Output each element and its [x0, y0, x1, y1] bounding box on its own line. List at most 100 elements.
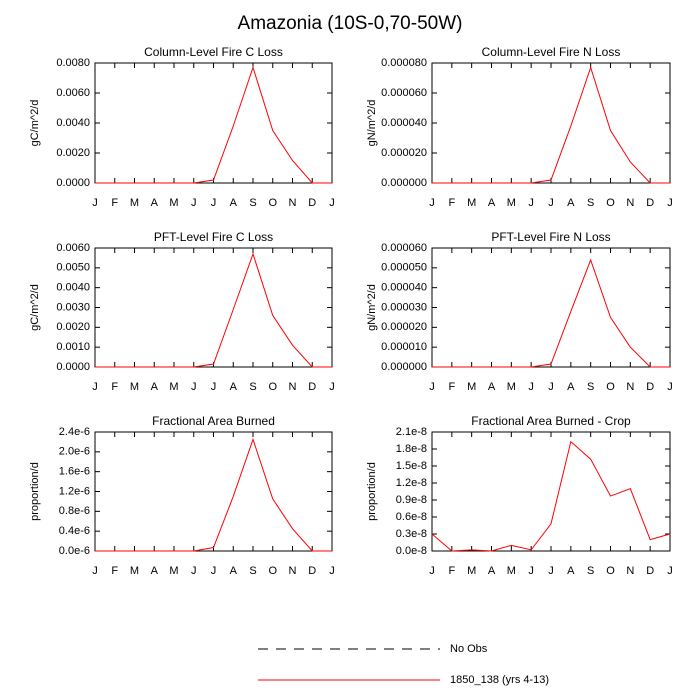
y-tick-label: 0.0e-6 [59, 545, 90, 557]
y-tick-label: 0.0040 [56, 117, 90, 129]
y-tick-label: 0.000000 [381, 177, 427, 189]
x-tick-label: J [211, 381, 217, 393]
x-tick-label: S [249, 197, 256, 209]
y-tick-label: 0.0040 [56, 282, 90, 294]
x-tick-label: M [507, 381, 516, 393]
x-tick-label: J [191, 197, 197, 209]
page-title: Amazonia (10S-0,70-50W) [238, 13, 463, 34]
x-tick-label: F [448, 381, 455, 393]
x-tick-label: J [329, 197, 335, 209]
y-tick-label: 1.5e-8 [396, 460, 427, 472]
x-tick-label: J [92, 197, 98, 209]
x-tick-label: A [567, 197, 575, 209]
y-tick-label: 0.0050 [56, 262, 90, 274]
y-tick-label: 0.000020 [381, 321, 427, 333]
y-tick-label: 0.000000 [381, 361, 427, 373]
x-tick-label: N [289, 381, 297, 393]
x-tick-label: J [528, 565, 534, 577]
x-tick-label: M [130, 565, 139, 577]
x-tick-label: M [130, 381, 139, 393]
data-line [432, 65, 670, 184]
x-tick-label: J [667, 565, 673, 577]
x-tick-label: D [646, 381, 654, 393]
y-tick-label: 0.0010 [56, 341, 90, 353]
y-tick-label: 0.0080 [56, 57, 90, 69]
y-tick-label: 0.0000 [56, 177, 90, 189]
y-tick-label: 0.000050 [381, 262, 427, 274]
panel-title: PFT-Level Fire C Loss [154, 230, 273, 244]
x-tick-label: S [587, 197, 594, 209]
x-tick-label: S [249, 381, 256, 393]
x-tick-label: F [448, 565, 455, 577]
y-tick-label: 0.000060 [381, 242, 427, 254]
x-tick-label: J [211, 565, 217, 577]
x-tick-label: O [268, 381, 277, 393]
x-tick-label: N [626, 197, 634, 209]
x-tick-label: J [548, 197, 554, 209]
x-tick-label: J [92, 381, 98, 393]
x-tick-label: J [329, 381, 335, 393]
x-tick-label: D [308, 381, 316, 393]
x-tick-label: O [268, 197, 277, 209]
y-tick-label: 0.3e-8 [396, 528, 427, 540]
x-tick-label: N [289, 197, 297, 209]
y-tick-label: 0.0060 [56, 87, 90, 99]
plot-frame [431, 62, 671, 184]
x-tick-label: J [667, 381, 673, 393]
y-tick-label: 0.6e-8 [396, 511, 427, 523]
y-tick-label: 0.0030 [56, 301, 90, 313]
y-tick-label: 0.0e-8 [396, 545, 427, 557]
y-tick-label: 0.000030 [381, 301, 427, 313]
legend-label: No Obs [450, 643, 488, 655]
x-tick-label: S [587, 565, 594, 577]
y-tick-label: 0.9e-8 [396, 494, 427, 506]
x-tick-label: O [606, 381, 615, 393]
x-tick-label: M [467, 565, 476, 577]
plot-frame [431, 247, 671, 368]
x-tick-label: J [191, 381, 197, 393]
y-tick-label: 1.2e-6 [59, 485, 90, 497]
y-tick-label: 0.0060 [56, 242, 90, 254]
x-tick-label: A [567, 381, 575, 393]
y-tick-label: 2.4e-6 [59, 426, 90, 438]
y-tick-label: 0.000080 [381, 57, 427, 69]
x-tick-label: M [130, 197, 139, 209]
x-tick-label: F [111, 565, 118, 577]
x-tick-label: M [467, 381, 476, 393]
x-tick-label: J [667, 197, 673, 209]
x-tick-label: M [169, 565, 178, 577]
y-tick-label: 1.8e-8 [396, 443, 427, 455]
x-tick-label: F [111, 197, 118, 209]
y-tick-label: 0.0000 [56, 361, 90, 373]
legend-label: 1850_138 (yrs 4-13) [450, 674, 549, 686]
panel-title: Column-Level Fire N Loss [482, 45, 621, 59]
y-tick-label: 0.000060 [381, 87, 427, 99]
x-tick-label: M [507, 197, 516, 209]
plot-frame [431, 431, 671, 552]
x-tick-label: N [626, 565, 634, 577]
data-line [95, 437, 332, 552]
y-axis-label: proportion/d [366, 462, 378, 521]
x-tick-label: D [646, 197, 654, 209]
panel-title: Column-Level Fire C Loss [144, 45, 283, 59]
data-line [431, 440, 671, 552]
y-tick-label: 0.000040 [381, 282, 427, 294]
x-tick-label: O [268, 565, 277, 577]
y-tick-label: 0.000040 [381, 117, 427, 129]
x-tick-label: S [587, 381, 594, 393]
y-tick-label: 1.6e-6 [59, 466, 90, 478]
data-line [432, 258, 670, 368]
x-tick-label: D [646, 565, 654, 577]
data-line [95, 252, 332, 368]
panel-title: Fractional Area Burned - Crop [471, 414, 631, 428]
x-tick-label: J [191, 565, 197, 577]
x-tick-label: A [151, 381, 159, 393]
x-tick-label: F [111, 381, 118, 393]
x-tick-label: A [230, 197, 238, 209]
data-line [95, 65, 332, 184]
x-tick-label: A [488, 381, 496, 393]
x-tick-label: J [429, 565, 435, 577]
x-tick-label: J [528, 197, 534, 209]
y-tick-label: 2.0e-6 [59, 446, 90, 458]
